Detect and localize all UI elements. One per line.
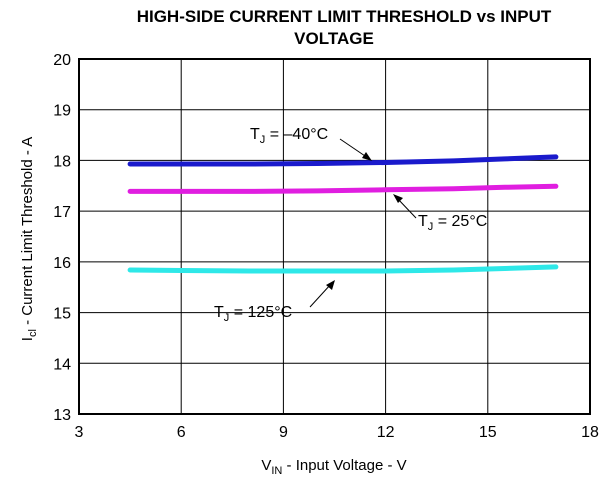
x-tick-label: 12 xyxy=(377,424,395,441)
leader-arrowhead-tj-minus40 xyxy=(362,152,372,161)
grid xyxy=(78,58,591,415)
y-tick-label: 19 xyxy=(53,103,71,120)
series-line-tj-minus40 xyxy=(127,154,559,167)
y-tick-label: 15 xyxy=(53,306,71,323)
leader-arrowhead-tj-25 xyxy=(393,194,403,203)
y-tick-label: 20 xyxy=(53,52,71,69)
leader-line-tj-minus40 xyxy=(339,138,369,159)
plot-frame xyxy=(78,58,591,415)
annotation-tj-125: TJ = 125°C xyxy=(214,280,335,324)
y-tick-label: 18 xyxy=(53,153,71,170)
leader-arrowhead-tj-125 xyxy=(326,280,335,290)
x-tick-label: 18 xyxy=(581,424,599,441)
y-tick-labels: 13 14 15 16 17 18 19 20 xyxy=(53,52,71,424)
leader-line-tj-25 xyxy=(396,197,417,219)
leader-line-tj-125 xyxy=(309,283,332,308)
chart-title-line1: HIGH-SIDE CURRENT LIMIT THRESHOLD vs INP… xyxy=(137,7,552,26)
x-tick-label: 3 xyxy=(75,424,84,441)
series-layer xyxy=(127,154,559,274)
plot-border xyxy=(78,58,591,415)
x-tick-label: 6 xyxy=(177,424,186,441)
y-tick-label: 14 xyxy=(53,356,71,373)
series-label-tj-25: TJ = 25°C xyxy=(418,213,487,233)
y-tick-label: 13 xyxy=(53,407,71,424)
x-tick-label: 15 xyxy=(479,424,497,441)
annotation-tj-25: TJ = 25°C xyxy=(393,194,487,233)
annotation-tj-minus40: TJ = –40°C xyxy=(250,126,372,161)
series-line-tj-25 xyxy=(127,183,559,194)
x-axis-label: VIN - Input Voltage - V xyxy=(261,457,406,477)
chart-title-line2: VOLTAGE xyxy=(294,29,374,48)
series-line-tj-125 xyxy=(127,264,559,274)
series-label-tj-125: TJ = 125°C xyxy=(214,304,292,324)
x-tick-label: 9 xyxy=(279,424,288,441)
y-tick-label: 17 xyxy=(53,204,71,221)
y-axis-label: Icl - Current Limit Threshold - A xyxy=(19,137,39,341)
series-label-tj-minus40: TJ = –40°C xyxy=(250,126,328,146)
y-tick-label: 16 xyxy=(53,255,71,272)
x-tick-labels: 3 6 9 12 15 18 xyxy=(75,424,599,441)
